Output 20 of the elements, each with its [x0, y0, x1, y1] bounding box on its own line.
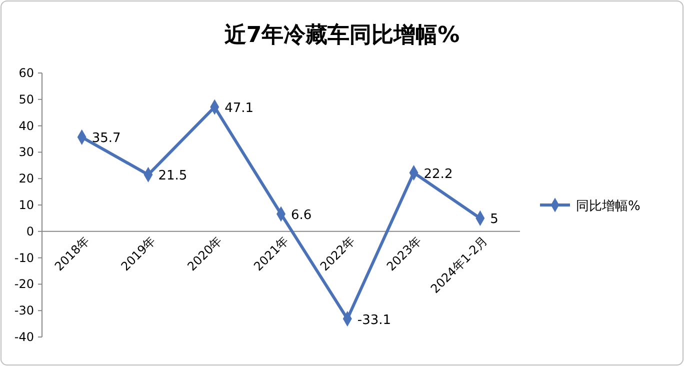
legend-label: 同比增幅%: [576, 199, 640, 214]
y-tick-label: 20: [18, 172, 34, 186]
y-tick-label: 40: [18, 118, 34, 133]
y-tick-label: 0: [26, 224, 34, 238]
data-label: 21.5: [158, 168, 188, 184]
y-tick-label: 60: [18, 66, 34, 80]
y-tick-label: 50: [18, 92, 34, 106]
y-tick-label: -10: [14, 250, 34, 265]
data-label: 22.2: [424, 166, 453, 182]
y-tick-label: 30: [18, 145, 34, 160]
y-tick-label: -40: [14, 330, 34, 344]
data-label: 5: [490, 212, 498, 228]
chart-title: 近7年冷藏车同比增幅%: [223, 22, 460, 48]
y-tick-label: -30: [14, 304, 34, 318]
data-label: 35.7: [92, 131, 121, 146]
y-tick-label: -20: [14, 277, 34, 292]
data-label: 6.6: [291, 208, 312, 223]
y-tick-label: 10: [18, 198, 34, 212]
data-label: -33.1: [357, 312, 392, 328]
data-label: 47.1: [224, 101, 254, 116]
